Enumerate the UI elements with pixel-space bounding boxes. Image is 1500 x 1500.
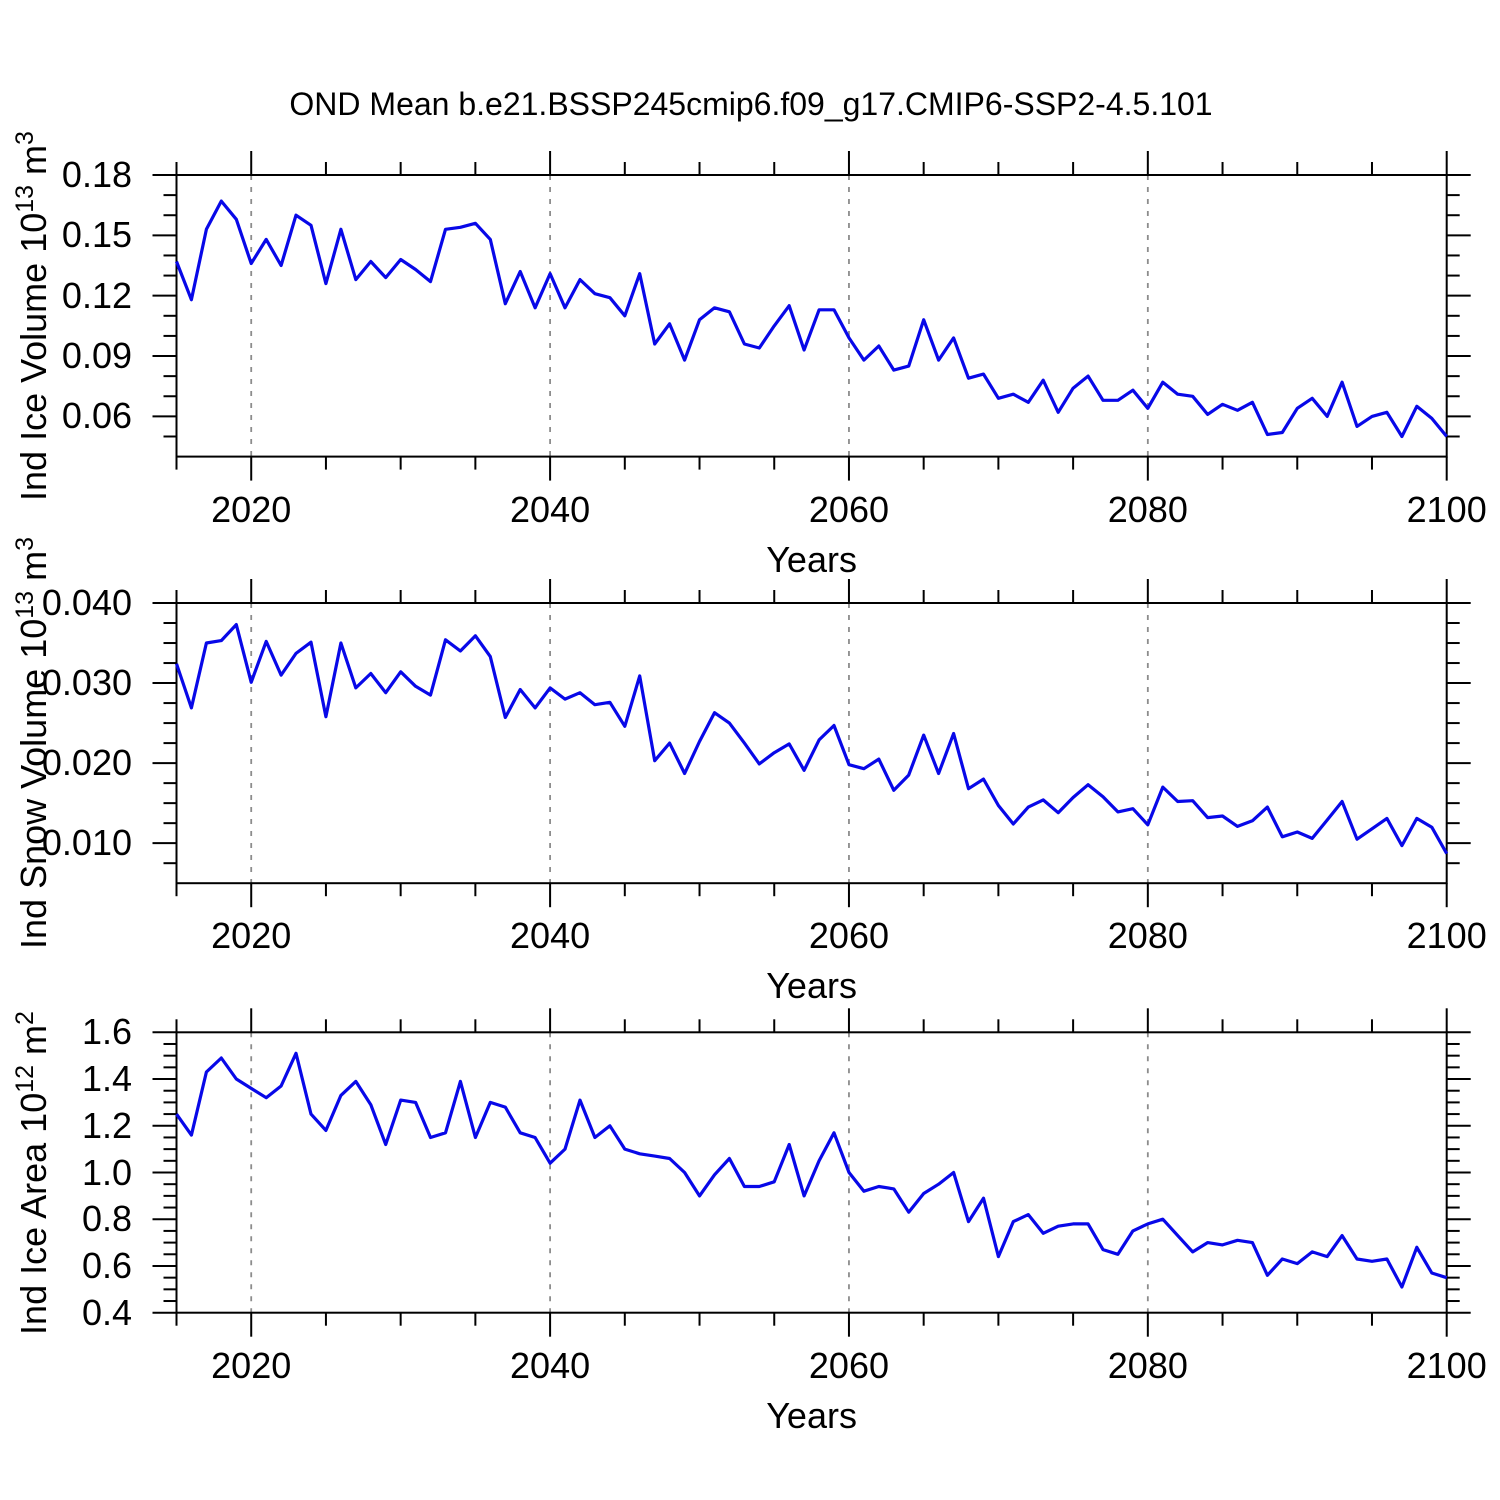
x-axis-label: Years [766,965,857,1007]
y-axis-label-unit-exponent: 3 [11,537,39,552]
x-tick-label: 2040 [510,915,591,957]
y-tick-label: 1.0 [81,1151,132,1193]
y-tick-label: 0.010 [41,822,132,864]
series-line-ice-area [175,1051,1448,1289]
x-tick-label: 2080 [1107,488,1188,530]
y-tick-label: 0.030 [41,662,132,704]
y-tick-label: 0.12 [61,274,132,316]
x-tick-label: 2100 [1406,1344,1487,1386]
x-tick-label: 2060 [808,1344,889,1386]
chart-title: OND Mean b.e21.BSSP245cmip6.f09_g17.CMIP… [289,86,1213,122]
y-tick-label: 0.040 [41,582,132,623]
x-tick-label: 2040 [510,488,591,530]
y-tick-label: 0.18 [61,154,132,195]
y-tick-label: 0.4 [81,1291,132,1333]
y-tick-label: 1.4 [81,1058,132,1100]
x-tick-label: 2060 [808,915,889,957]
y-tick-label: 0.09 [61,335,132,377]
x-tick-label: 2100 [1406,488,1487,530]
y-tick-label: 0.8 [81,1198,132,1240]
x-tick-label: 2020 [211,1344,292,1386]
x-tick-label: 2060 [808,488,889,530]
x-axis-label: Years [766,1394,857,1436]
x-tick-label: 2080 [1107,1344,1188,1386]
y-tick-label: 0.06 [61,395,132,437]
y-tick-label: 1.2 [81,1104,132,1146]
y-tick-label: 0.15 [61,214,132,256]
x-tick-label: 2100 [1406,915,1487,957]
series-line-ice-volume [175,199,1448,439]
series-line-snow-volume [174,622,1449,855]
x-tick-label: 2040 [510,1344,591,1386]
y-tick-label: 0.6 [81,1244,132,1286]
y-axis-label-unit-exponent: 3 [11,130,39,145]
x-axis-label: Years [766,538,857,580]
y-tick-label: 1.6 [81,1011,132,1053]
x-tick-label: 2020 [211,488,292,530]
x-tick-label: 2080 [1107,915,1188,957]
y-tick-label: 0.020 [41,742,132,784]
x-tick-label: 2020 [211,915,292,957]
